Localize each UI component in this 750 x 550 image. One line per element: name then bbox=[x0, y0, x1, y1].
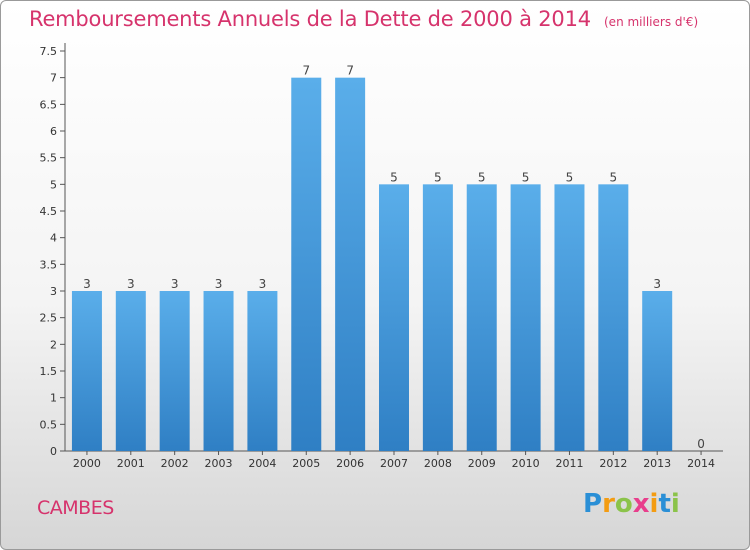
x-tick-label: 2008 bbox=[424, 457, 452, 470]
bar bbox=[422, 184, 453, 452]
bar-value-label: 7 bbox=[302, 64, 310, 78]
logo-letter: t bbox=[658, 489, 671, 519]
bar bbox=[642, 291, 673, 451]
bar-value-label: 3 bbox=[171, 277, 179, 291]
bar bbox=[71, 291, 102, 451]
y-tick-label: 7 bbox=[50, 72, 57, 85]
x-tick-label: 2011 bbox=[555, 457, 583, 470]
proxiti-logo: Proxiti bbox=[583, 489, 680, 519]
y-tick-label: 0.5 bbox=[40, 418, 58, 431]
x-tick-label: 2014 bbox=[687, 457, 715, 470]
logo-letter: r bbox=[602, 489, 615, 519]
bar-value-label: 3 bbox=[127, 277, 135, 291]
x-tick-label: 2009 bbox=[468, 457, 496, 470]
commune-name: CAMBES bbox=[37, 497, 114, 519]
y-tick-label: 3 bbox=[50, 285, 57, 298]
y-tick-label: 6.5 bbox=[40, 98, 58, 111]
logo-letter: i bbox=[649, 489, 659, 519]
bar-value-label: 5 bbox=[566, 170, 574, 184]
bar bbox=[159, 291, 190, 451]
logo-letter: i bbox=[670, 489, 680, 519]
y-tick-label: 5.5 bbox=[40, 152, 58, 165]
logo-letter: o bbox=[614, 489, 633, 519]
bar-value-label: 3 bbox=[653, 277, 661, 291]
x-tick-label: 2004 bbox=[248, 457, 276, 470]
x-tick-label: 2007 bbox=[380, 457, 408, 470]
x-tick-label: 2003 bbox=[205, 457, 233, 470]
bar-value-label: 5 bbox=[478, 170, 486, 184]
y-tick-label: 3.5 bbox=[40, 258, 58, 271]
y-tick-label: 2.5 bbox=[40, 312, 58, 325]
x-tick-label: 2006 bbox=[336, 457, 364, 470]
y-tick-label: 2 bbox=[50, 338, 57, 351]
x-tick-label: 2012 bbox=[599, 457, 627, 470]
bar bbox=[379, 184, 409, 452]
y-tick-label: 6 bbox=[50, 125, 57, 138]
x-tick-label: 2013 bbox=[643, 457, 671, 470]
x-tick-label: 2005 bbox=[292, 457, 320, 470]
bar bbox=[291, 77, 322, 452]
chart-title: Remboursements Annuels de la Dette de 20… bbox=[29, 7, 698, 31]
y-tick-label: 1.5 bbox=[40, 365, 58, 378]
logo-letter: P bbox=[583, 489, 603, 519]
bar-value-label: 5 bbox=[610, 170, 618, 184]
bar bbox=[335, 77, 366, 452]
bar bbox=[510, 184, 541, 452]
y-tick-label: 5 bbox=[50, 178, 57, 191]
y-tick-label: 0 bbox=[50, 445, 57, 458]
bar-value-label: 3 bbox=[259, 277, 267, 291]
bar-value-label: 5 bbox=[522, 170, 530, 184]
chart-unit-label: (en milliers d'€) bbox=[604, 15, 699, 29]
bar-value-label: 7 bbox=[346, 64, 354, 78]
y-tick-label: 1 bbox=[50, 392, 57, 405]
y-tick-label: 7.5 bbox=[40, 45, 58, 58]
bar-value-label: 3 bbox=[83, 277, 91, 291]
x-tick-label: 2002 bbox=[161, 457, 189, 470]
bar bbox=[203, 291, 234, 451]
chart-title-text: Remboursements Annuels de la Dette de 20… bbox=[29, 7, 591, 31]
logo-letter: x bbox=[632, 489, 650, 519]
bar bbox=[466, 184, 497, 452]
y-tick-label: 4.5 bbox=[40, 205, 58, 218]
bar bbox=[247, 291, 278, 451]
bar-value-label: 5 bbox=[434, 170, 442, 184]
bar bbox=[554, 184, 585, 452]
bar-value-label: 5 bbox=[390, 170, 398, 184]
bar-value-label: 0 bbox=[697, 437, 705, 451]
y-tick-label: 4 bbox=[50, 232, 57, 245]
x-tick-label: 2010 bbox=[512, 457, 540, 470]
bar bbox=[598, 184, 629, 452]
bar-value-label: 3 bbox=[215, 277, 223, 291]
x-tick-label: 2000 bbox=[73, 457, 101, 470]
bar bbox=[115, 291, 146, 451]
x-tick-label: 2001 bbox=[117, 457, 145, 470]
